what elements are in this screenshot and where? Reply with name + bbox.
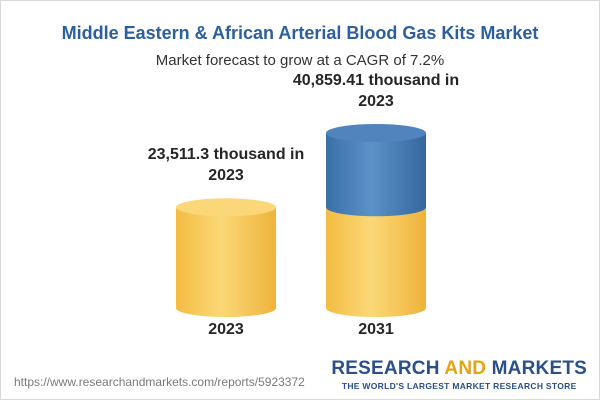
data-label-2031: 40,859.41 thousand in 2023 [292,72,460,110]
bar-2023-top [176,198,276,217]
category-label-2023: 2023 [208,321,244,338]
bar-2031-base-body [326,207,426,308]
bar-2031-growth-top [326,124,426,142]
brand-research: RESEARCH [331,358,440,379]
category-label-2031: 2031 [358,321,394,338]
bar-2031-growth-bottom [326,198,426,217]
brand-logo: RESEARCH AND MARKETS THE WORLD'S LARGEST… [331,358,587,391]
source-url: https://www.researchandmarkets.com/repor… [14,375,305,389]
brand-tagline: THE WORLD'S LARGEST MARKET RESEARCH STOR… [341,381,577,391]
chart-title: Middle Eastern & African Arterial Blood … [61,23,539,43]
chart-subtitle: Market forecast to grow at a CAGR of 7.2… [155,52,445,69]
data-label-2023: 23,511.3 thousand in 2023 [147,146,305,185]
bar-2023-body [176,207,276,308]
bar-2031-growth-body [326,133,426,208]
brand-and: AND [444,358,487,379]
brand-markets: MARKETS [491,358,587,379]
